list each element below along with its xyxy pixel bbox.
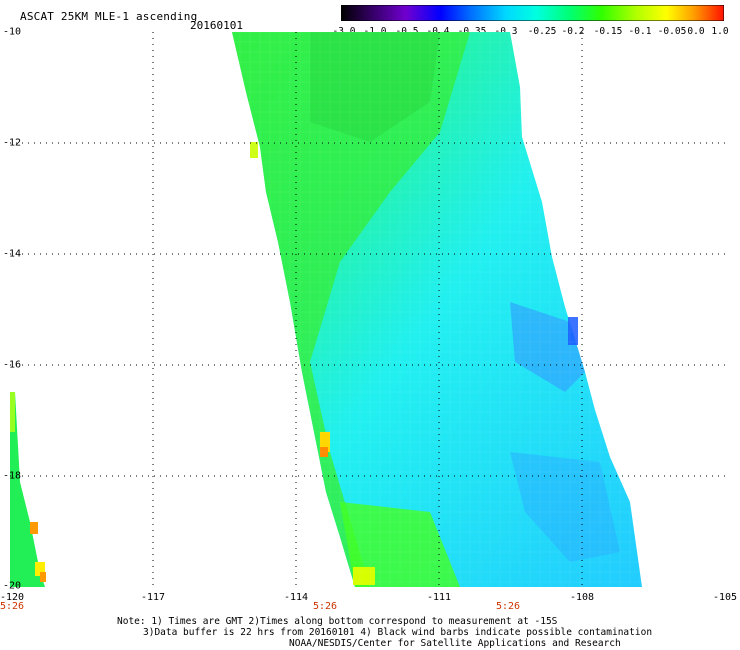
wind-swath-partial [10, 392, 46, 587]
colorbar-tick: -0.35 [457, 26, 487, 37]
colorbar-tick: -0.3 [494, 26, 518, 37]
time-label: 5:26 [495, 601, 521, 612]
lon-label: -120 [0, 592, 25, 603]
lat-label: -20 [2, 580, 22, 592]
lat-label: -14 [2, 248, 22, 260]
map-title: ASCAT 25KM MLE-1 ascending [20, 10, 198, 23]
colorbar-tick: -1.0 [363, 26, 387, 37]
lon-label: -111 [426, 592, 452, 603]
lon-label: -105 [712, 592, 738, 603]
lon-label: -114 [283, 592, 309, 603]
lat-label: -10 [2, 26, 22, 38]
colorbar [341, 5, 724, 21]
colorbar-tick: -0.1 [628, 26, 652, 37]
note-line-1: Note: 1) Times are GMT 2)Times along bot… [117, 616, 558, 627]
lon-label: -117 [140, 592, 166, 603]
colorbar-tick: -0.2 [561, 26, 585, 37]
time-label: 5:26 [312, 601, 338, 612]
lat-label: -12 [2, 137, 22, 149]
colorbar-tick: -0.15 [593, 26, 623, 37]
colorbar-tick: -0.25 [527, 26, 557, 37]
colorbar-tick: -0.05 [657, 26, 687, 37]
colorbar-tick: -3.0 [332, 26, 356, 37]
wind-swath [232, 32, 642, 587]
note-line-2: 3)Data buffer is 22 hrs from 20160101 4)… [143, 627, 653, 638]
graticule [10, 32, 725, 587]
map-frame [10, 32, 725, 587]
lat-label: -18 [2, 470, 22, 482]
colorbar-ticks: -3.0 -1.0 -0.5 -0.4 -0.35 -0.3 -0.25 -0.… [330, 26, 730, 38]
time-label: 5:26 [0, 601, 25, 612]
lon-label: -108 [569, 592, 595, 603]
lat-label: -16 [2, 359, 22, 371]
map-date: 20160101 [190, 19, 243, 32]
note-line-3: NOAA/NESDIS/Center for Satellite Applica… [289, 638, 621, 649]
colorbar-tick: 0.0 [687, 26, 705, 37]
colorbar-tick: -0.4 [426, 26, 450, 37]
colorbar-tick: -0.5 [395, 26, 419, 37]
colorbar-tick: 1.0 [711, 26, 729, 37]
